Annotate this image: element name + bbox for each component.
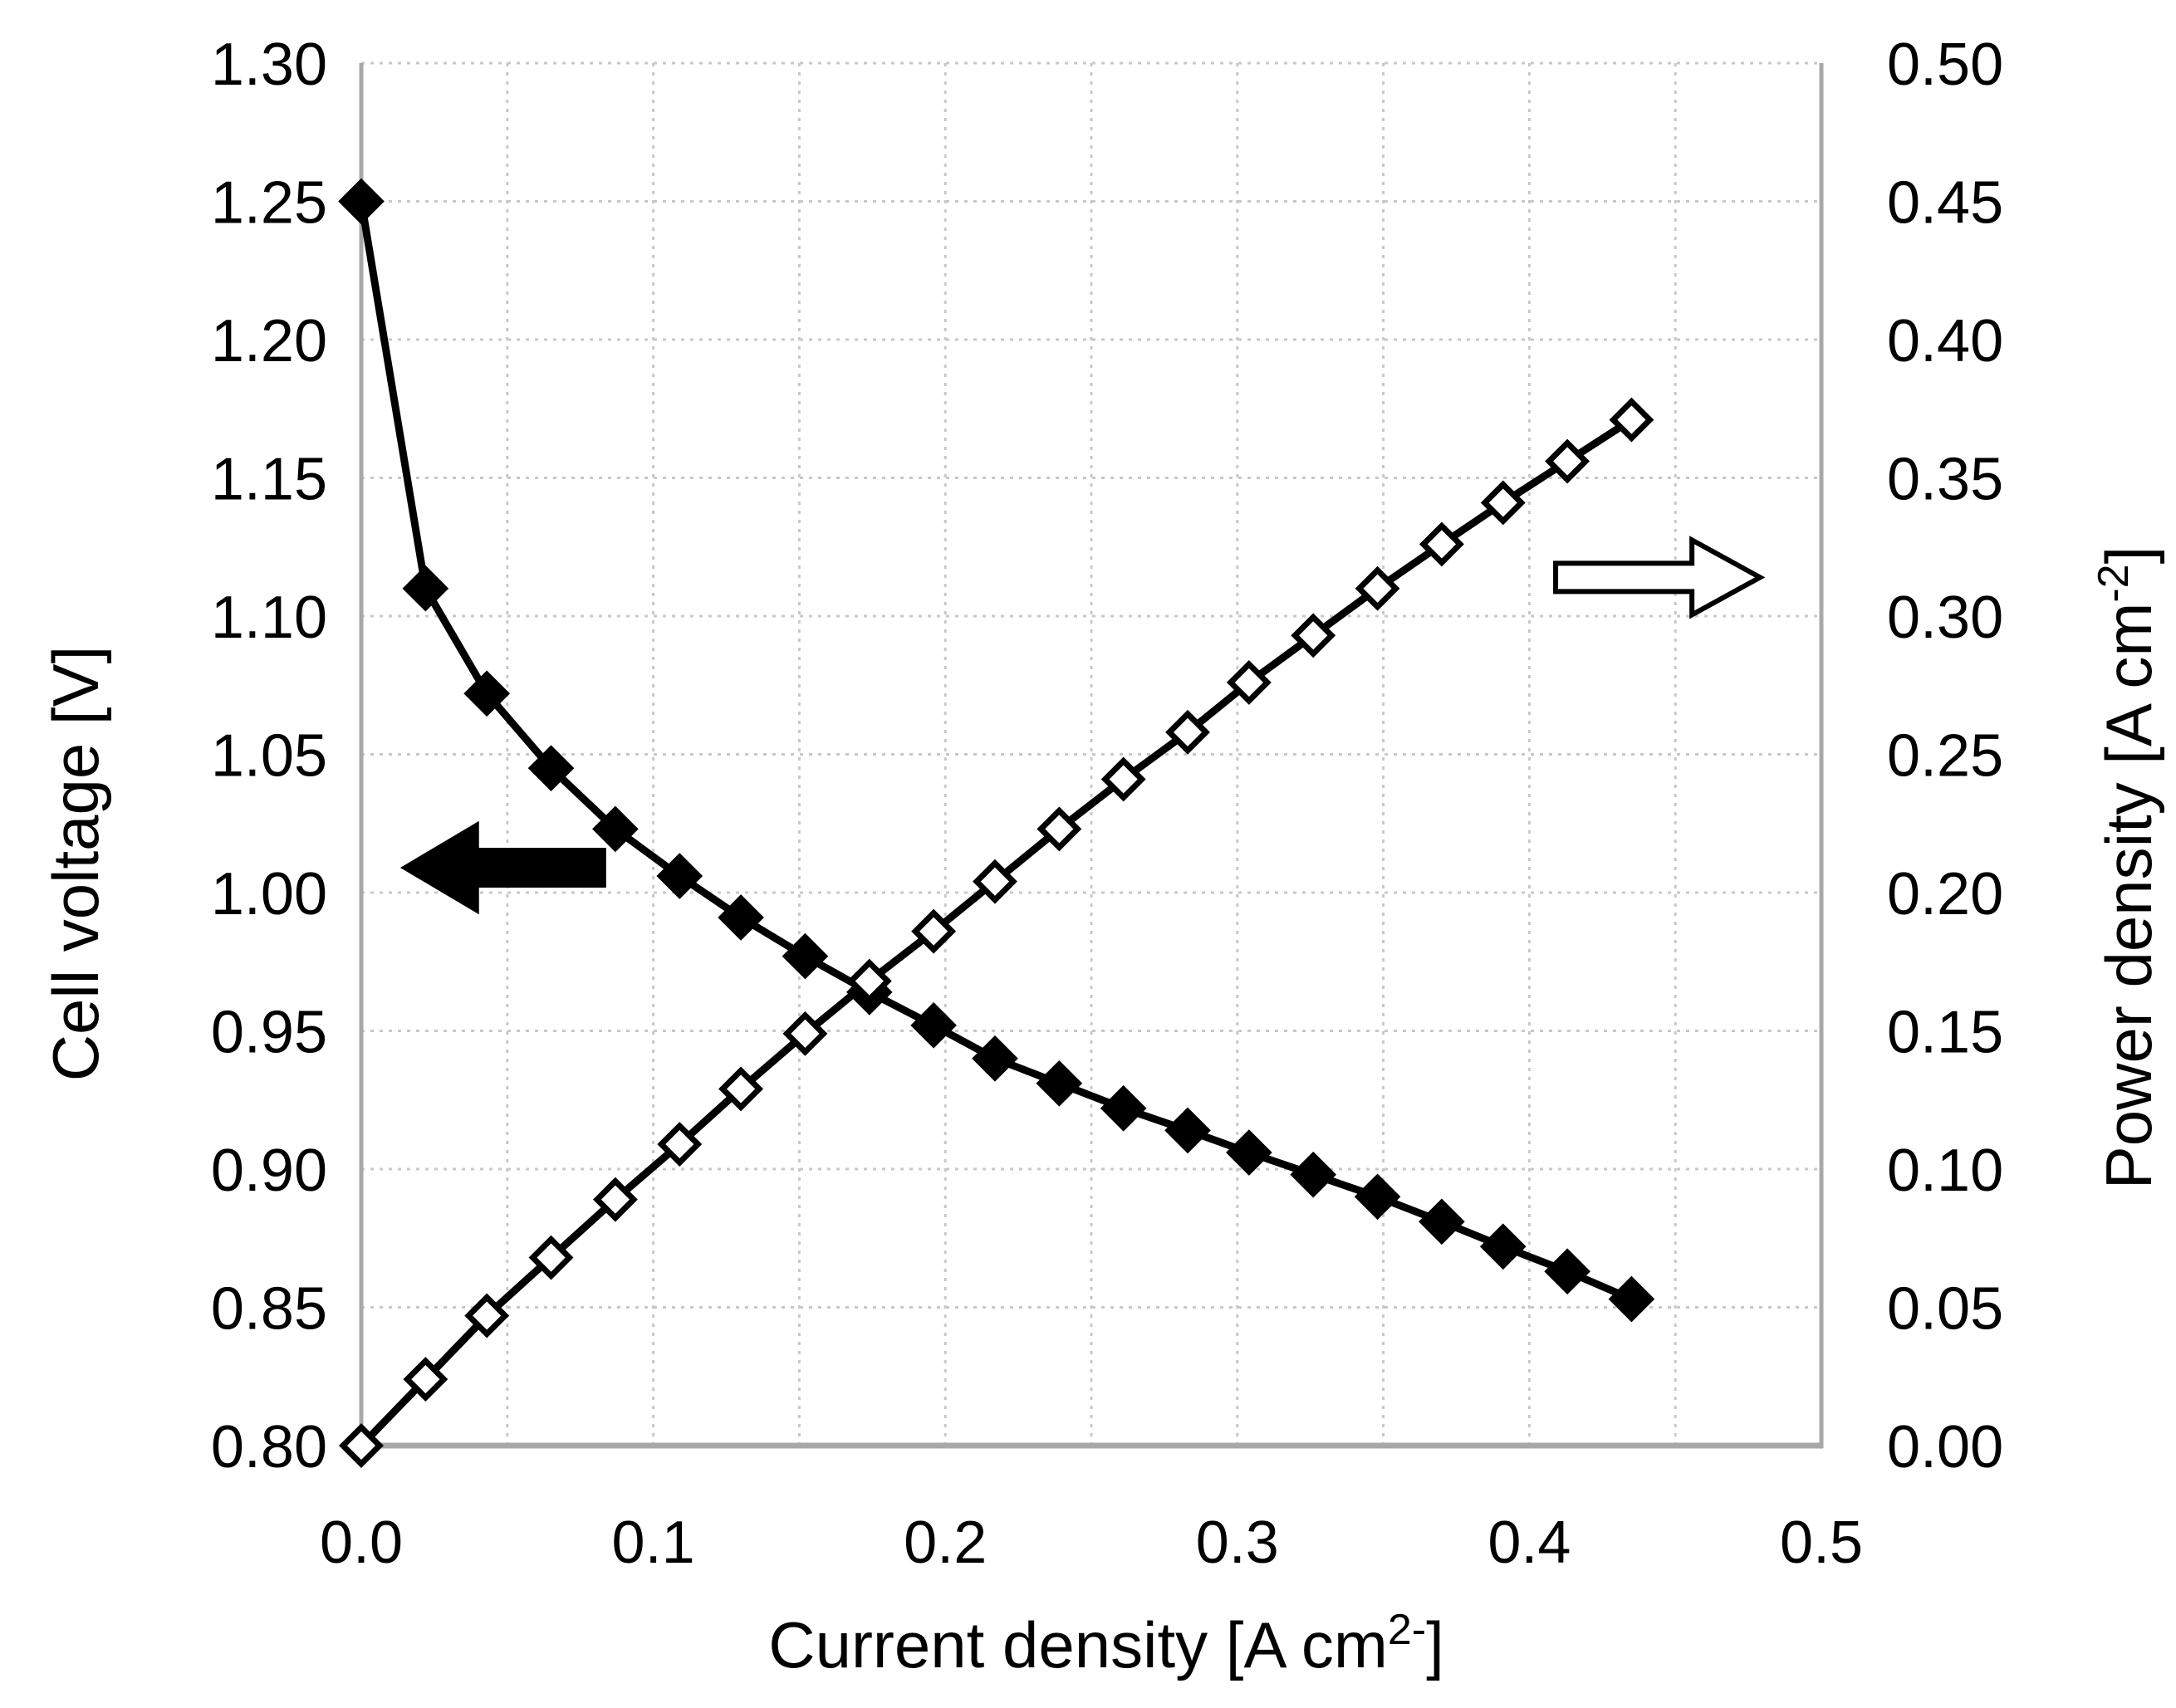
data-point-marker [592,1177,638,1222]
data-point-marker [1100,1084,1147,1132]
y-axis-title-right-bracket: ] [2092,546,2166,565]
x-tick-label: 0.5 [1780,1510,1863,1576]
data-point-marker [846,958,892,1004]
left-y-tick-label: 0.90 [211,1138,327,1204]
data-point-marker [463,670,511,717]
data-point-marker [718,894,764,941]
data-point-marker [910,1002,957,1049]
data-point-marker [1480,480,1526,526]
x-tick-label: 0.3 [1196,1510,1279,1576]
y-axis-title-right-superscript: -2 [2090,564,2139,603]
data-point-marker [403,1357,448,1402]
right-y-tick-label: 0.10 [1887,1138,2003,1204]
data-point-marker [782,1011,828,1056]
voltage-axis-arrow-icon [399,820,606,915]
data-point-marker [1479,1223,1527,1270]
x-axis-title-text: Current density [A cm [768,1608,1388,1682]
right-y-tick-label: 0.20 [1887,861,2003,927]
data-point-marker [1226,1129,1272,1176]
data-point-marker [656,853,703,899]
right-y-tick-label: 0.30 [1887,585,2003,651]
data-point-marker [1355,565,1400,611]
voltage-series [338,178,1655,1323]
right-y-tick-label: 0.45 [1887,170,2003,237]
data-point-marker [527,745,575,791]
tick-labels: 1.30 1.25 1.20 1.15 1.10 1.05 1.00 0.95 0.90 0.85… [211,32,2003,1576]
right-y-tick-label: 0.00 [1887,1414,2003,1480]
right-y-tick-label: 0.05 [1887,1276,2003,1343]
left-y-tick-label: 1.25 [211,170,327,237]
power-axis-arrow-icon [1553,536,1766,619]
data-point-marker [973,859,1017,904]
left-y-tick-label: 0.80 [211,1414,327,1480]
data-point-marker [718,1066,764,1112]
left-y-tick-label: 0.85 [211,1276,327,1343]
x-axis-title-bracket: ] [1426,1608,1444,1682]
right-y-tick-label: 0.15 [1887,1000,2003,1066]
left-y-tick-label: 0.95 [211,1000,327,1066]
data-point-marker [402,565,449,612]
right-y-tick-label: 0.50 [1887,32,2003,98]
data-point-marker [1226,659,1272,705]
x-tick-label: 0.2 [904,1510,987,1576]
x-axis-title: Current density [A cm2-] [768,1607,1444,1682]
left-y-tick-label: 1.00 [211,861,327,927]
data-point-marker [592,805,639,853]
data-point-marker [1609,397,1654,443]
data-point-marker [1291,613,1336,658]
right-y-tick-label: 0.35 [1887,447,2003,513]
left-y-tick-label: 1.05 [211,723,327,790]
left-y-tick-label: 1.15 [211,447,327,513]
data-point-marker [1419,1198,1465,1246]
data-series [338,178,1655,1468]
data-point-marker [1545,438,1590,484]
data-point-marker [1036,1060,1083,1107]
right-y-tick-label: 0.25 [1887,723,2003,790]
y-axis-title-left-text: Cell voltage [V] [39,645,113,1082]
data-point-marker [1608,1275,1655,1323]
data-point-marker [339,1423,384,1468]
data-point-marker [972,1035,1018,1082]
data-point-marker [528,1235,574,1280]
data-point-marker [1354,1173,1401,1221]
x-tick-label: 0.1 [612,1510,695,1576]
data-point-marker [657,1122,703,1167]
gridlines [361,61,1821,1446]
data-point-marker [464,1293,510,1339]
data-point-marker [1290,1151,1337,1198]
right-y-tick-label: 0.40 [1887,308,2003,374]
y-axis-title-right-text: Power density [A cm [2092,602,2166,1190]
power-line [358,416,1634,1449]
data-point-marker [338,178,385,225]
axis-lines [359,63,1824,1449]
x-tick-label: 0.4 [1487,1510,1571,1576]
y-axis-title-right: Power density [A cm-2] [2090,546,2166,1190]
data-point-marker [782,932,829,980]
left-y-tick-label: 1.20 [211,308,327,374]
x-axis-title-superscript: 2- [1387,1606,1427,1655]
left-y-tick-label: 1.10 [211,585,327,651]
data-point-marker [1164,1107,1211,1154]
data-point-marker [1037,806,1082,852]
x-tick-label: 0.0 [320,1510,403,1576]
data-point-marker [1165,709,1210,755]
arrow-annotations [399,536,1766,915]
left-y-tick-label: 1.30 [211,32,327,98]
y-axis-title-left: Cell voltage [V] [39,645,113,1082]
data-point-marker [911,908,957,954]
data-point-marker [1544,1248,1590,1295]
data-point-marker [1100,756,1146,802]
data-point-marker [1419,521,1464,567]
power-series [339,397,1654,1468]
